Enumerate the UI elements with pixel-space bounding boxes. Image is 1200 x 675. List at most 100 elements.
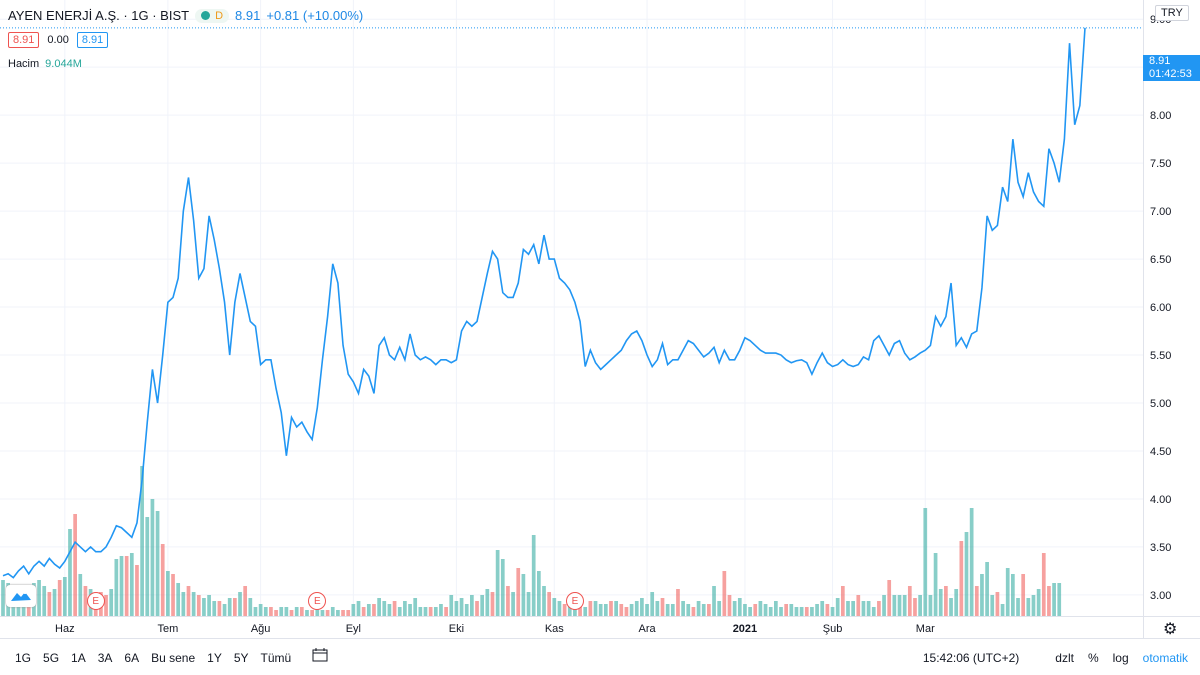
timeframe-5g[interactable]: 5G [43,651,60,665]
timeframe-3a[interactable]: 3A [97,651,113,665]
timeframe-5y[interactable]: 5Y [233,651,249,665]
volume-bar [557,601,562,616]
volume-bar [475,601,479,616]
volume-bar [258,604,263,616]
volume-bar [506,586,510,616]
timezone-clock[interactable]: 15:42:06 (UTC+2) [922,651,1020,665]
log-toggle[interactable]: log [1112,651,1129,665]
volume-bar [640,598,644,616]
adjust-toggle[interactable]: dzlt [1055,651,1074,665]
volume-bar [423,607,428,616]
volume-bar [253,607,258,616]
spread-value: 0.00 [47,34,69,46]
volume-bar [104,595,108,616]
volume-bar [1,580,5,616]
volume-bar [531,535,536,616]
earnings-marker[interactable]: E [308,592,327,610]
price-axis[interactable]: 3.00 3.50 4.00 4.50 5.00 5.50 6.00 6.50 7.00 7.50… [1143,0,1172,638]
timeframe-1y[interactable]: 1Y [207,651,222,665]
volume-bar [392,601,397,616]
volume-bar [990,595,995,616]
volume-bar [681,601,685,616]
timeframe-1a[interactable]: 1A [71,651,86,665]
volume-bar [573,604,577,616]
earnings-marker[interactable]: E [86,592,105,610]
y-tick-label: 5.50 [1150,350,1171,362]
price-axis-label-price: 8.91 [1149,55,1171,67]
volume-bar [588,601,593,616]
volume-bar [707,604,711,616]
volume-bar [124,556,129,616]
volume-bar [985,562,989,616]
symbol-title[interactable]: AYEN ENERJİ A.Ş. · 1G · BIST [8,8,190,23]
volume-bar [212,601,217,616]
volume-bar [686,604,691,616]
volume-bar [37,580,41,616]
auto-scale-toggle[interactable]: otomatik [1142,651,1188,665]
volume-bar [645,604,649,616]
volume-bar [923,508,928,616]
volume-bar [737,598,742,616]
volume-bar [387,604,392,616]
price-change: +0.81 (+10.00%) [266,8,364,23]
volume-bar [382,601,387,616]
volume-bar [866,601,871,616]
volume-bar [835,598,840,616]
x-tick-label: Haz [55,623,75,635]
volume-bar [815,604,819,616]
buy-button[interactable]: 8.91 [76,32,109,48]
date-range-calendar-icon[interactable] [312,648,328,665]
volume-bar [428,607,433,616]
volume-bar [454,601,459,616]
volume-bar [439,604,443,616]
volume-label: Hacim [8,58,40,70]
y-tick-label: 4.50 [1150,446,1171,458]
volume-bar [1057,583,1062,616]
volume-bar [449,595,454,616]
volume-bar [366,604,371,616]
volume-bar [907,586,912,616]
timeframe-tumu[interactable]: Tümü [260,651,292,665]
volume-bar [856,595,861,616]
volume-bar [233,598,237,616]
gear-icon[interactable]: ⚙ [1163,621,1178,638]
volume-bar [840,586,845,616]
volume-bar [892,595,897,616]
volume-bar [217,601,222,616]
volume-bar [603,604,608,616]
price-chart[interactable]: 3.00 3.50 4.00 4.50 5.00 5.50 6.00 6.50 7.00 7.50… [0,0,1200,638]
x-tick-label: Şub [823,623,843,635]
timeframe-bu-sene[interactable]: Bu sene [151,651,196,665]
volume-bar [964,532,969,616]
percent-toggle[interactable]: % [1087,651,1099,665]
volume-legend[interactable]: Hacim 9.044M [8,58,82,70]
y-tick-label: 4.00 [1150,494,1171,506]
timeframe-1g[interactable]: 1G [15,651,32,665]
volume-bar [665,604,670,616]
volume-bar [129,553,134,616]
volume-bar [433,607,438,616]
volume-bar [351,604,356,616]
sell-button[interactable]: 8.91 [8,32,40,48]
volume-bar [418,607,423,616]
volume-bar [325,610,330,616]
market-status-badge[interactable]: D [195,8,230,23]
volume-bar [830,607,835,616]
volume-bar [799,607,804,616]
timeframe-6a[interactable]: 6A [124,651,140,665]
currency-badge[interactable]: TRY [1155,5,1189,21]
volume-bar [68,529,72,616]
volume-bar [1005,568,1010,616]
volume-bar [949,598,953,616]
earnings-marker[interactable]: E [565,592,584,610]
volume-bar [995,592,1000,616]
time-axis[interactable]: Haz Tem Ağu Eyl Eki Kas Ara 2021 Şub Mar [0,616,1200,636]
volume-bar [629,604,634,616]
volume-bar [1016,598,1020,616]
volume-bar [758,601,763,616]
volume-value: 9.044M [45,58,82,70]
volume-bar [1052,583,1056,616]
tradingview-logo-icon[interactable] [6,585,36,607]
volume-bar [696,601,701,616]
volume-bar [160,544,165,616]
